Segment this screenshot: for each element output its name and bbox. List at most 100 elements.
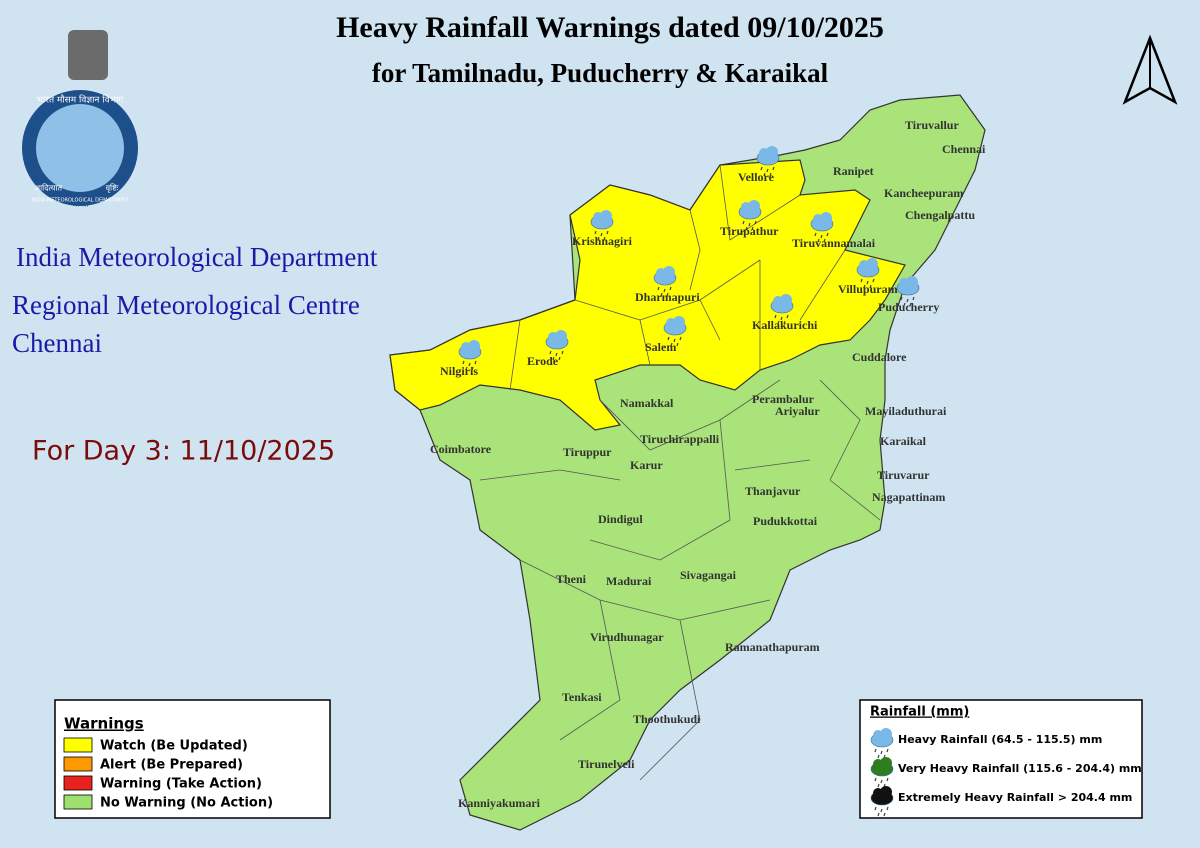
district-label: Erode: [527, 354, 559, 368]
title: Heavy Rainfall Warnings dated 09/10/2025: [336, 11, 884, 44]
rain-drop: [874, 777, 877, 782]
rain-drop: [679, 336, 682, 341]
logo-center: [36, 104, 124, 192]
district-label: Kancheepuram: [884, 186, 963, 200]
rain-icon: [653, 266, 677, 297]
logo-motto: आदित्यात: [34, 183, 63, 193]
rain-drop: [561, 350, 564, 355]
rain-drop: [603, 236, 606, 241]
rain-drop: [657, 286, 660, 291]
district-label: Tiruppur: [563, 445, 612, 459]
rainfall-legend: Rainfall (mm) Heavy Rainfall (64.5 - 115…: [859, 699, 1143, 819]
rain-drop: [468, 362, 471, 367]
rain-drop: [558, 356, 561, 361]
rain-icon: [590, 210, 614, 241]
rain-drop: [769, 172, 772, 177]
legend-swatch: [63, 756, 93, 772]
cloud: [906, 276, 918, 288]
district-label: Ranipet: [833, 164, 874, 178]
district-label: Kanniyakumari: [458, 796, 541, 810]
rain-drop: [660, 292, 663, 297]
rain-drop: [886, 806, 889, 811]
district-borders: [479, 164, 881, 781]
rain-drop: [869, 284, 872, 289]
district-label: Sivagangai: [680, 568, 737, 582]
rain-drop: [877, 812, 880, 817]
district-label: Madurai: [606, 574, 652, 588]
rain-drop: [667, 336, 670, 341]
district-label: Tirunelveli: [578, 757, 635, 771]
logo-hindi: भारत मौसम विज्ञान विभाग: [37, 94, 125, 106]
legend-title: Rainfall (mm): [870, 705, 969, 720]
rain-icon: [856, 258, 880, 289]
watch-region: [389, 159, 906, 431]
legend-title: Warnings: [64, 715, 144, 733]
rain-drop: [549, 350, 552, 355]
day-label: For Day 3: 11/10/2025: [32, 436, 335, 467]
legend-swatch: [63, 775, 93, 791]
district-label: Dindigul: [598, 512, 643, 526]
rain-drop: [754, 220, 757, 225]
district-label: Tenkasi: [562, 690, 602, 704]
rain-drop: [666, 292, 669, 297]
cloud: [766, 146, 778, 158]
rain-drop: [900, 296, 903, 301]
subtitle: for Tamilnadu, Puducherry & Karaikal: [372, 58, 829, 88]
emblem: [68, 30, 108, 80]
rain-drop: [774, 314, 777, 319]
rain-drop: [880, 750, 883, 755]
cloud: [880, 728, 892, 740]
district-label: Krishnagiri: [572, 234, 633, 248]
district-label: Karaikal: [880, 434, 927, 448]
rain-drop: [880, 779, 883, 784]
rain-drop: [912, 296, 915, 301]
rain-drop: [669, 286, 672, 291]
rain-drop: [474, 360, 477, 365]
rain-icon: [663, 316, 687, 347]
cloud: [663, 266, 675, 278]
cloud: [866, 258, 878, 270]
legend-label: Heavy Rainfall (64.5 - 115.5) mm: [898, 733, 1102, 746]
district-label: Karur: [630, 458, 663, 472]
legend-label: Very Heavy Rainfall (115.6 - 204.4) mm: [898, 762, 1142, 775]
rain-drop: [883, 812, 886, 817]
cloud: [600, 210, 612, 222]
rain-drop: [820, 234, 823, 239]
district-label: Nilgiris: [440, 364, 478, 378]
org-city: Chennai: [12, 328, 102, 358]
rain-drop: [826, 232, 829, 237]
legend-label: Watch (Be Updated): [100, 739, 248, 754]
district-label: Ramanathapuram: [725, 640, 820, 654]
north-arrow: [1122, 34, 1178, 105]
rain-icon: [870, 786, 894, 817]
org-name: India Meteorological Department: [16, 242, 378, 272]
legend-box: [54, 699, 331, 819]
map: Tiruvallur Chennai Ranipet Kancheepuram Chen…: [389, 94, 986, 831]
rain-icon: [738, 200, 762, 231]
rain-drop: [886, 748, 889, 753]
district-label: Cuddalore: [852, 350, 907, 364]
rain-drop: [777, 320, 780, 325]
cloud: [468, 340, 480, 352]
rain-drop: [863, 284, 866, 289]
rain-drop: [906, 298, 909, 303]
district-label: Vellore: [738, 170, 775, 184]
rain-drop: [670, 342, 673, 347]
district-label: Tirupathur: [720, 224, 779, 238]
rain-icon: [770, 294, 794, 325]
rain-drop: [748, 222, 751, 227]
district-label: Ariyalur: [775, 404, 820, 418]
cloud: [780, 294, 792, 306]
rain-drop: [780, 316, 783, 321]
legend-swatch: [63, 737, 93, 753]
cloud: [820, 212, 832, 224]
logo-motto: वृष्टिः: [106, 183, 119, 194]
district-label: Villupuram: [838, 282, 898, 296]
rain-drop: [772, 166, 775, 171]
district-label: Tiruvallur: [905, 118, 959, 132]
district-label: Puducherry: [878, 300, 939, 314]
district-label: Chengalpattu: [905, 208, 975, 222]
rain-drop: [552, 356, 555, 361]
logo: भारत मौसम विज्ञान विभाग INDIA METEOROLOG…: [22, 30, 138, 209]
